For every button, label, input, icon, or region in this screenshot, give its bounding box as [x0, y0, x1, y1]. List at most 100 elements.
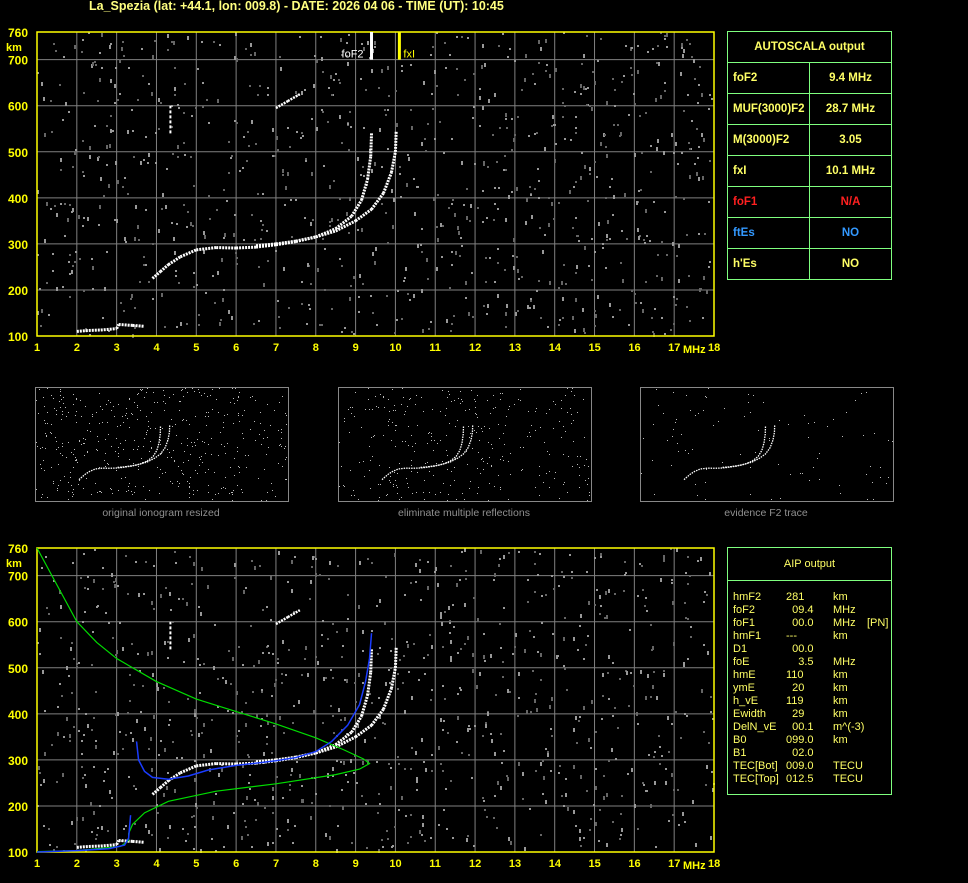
noise-dot — [188, 638, 190, 642]
noise-dot — [271, 752, 273, 754]
noise-dot — [705, 396, 706, 397]
noise-dot — [223, 422, 224, 423]
noise-dot — [495, 407, 496, 408]
noise-dot — [339, 115, 341, 119]
noise-dot — [411, 126, 413, 130]
noise-dot — [456, 741, 458, 743]
noise-dot — [421, 142, 423, 146]
noise-dot — [421, 834, 423, 836]
noise-dot — [214, 472, 215, 473]
noise-dot — [118, 453, 119, 454]
noise-dot — [345, 774, 347, 776]
noise-dot — [672, 436, 673, 437]
noise-dot — [40, 784, 42, 786]
noise-dot — [661, 277, 663, 281]
noise-dot — [113, 751, 115, 755]
noise-dot — [225, 488, 226, 489]
noise-dot — [101, 33, 103, 37]
noise-dot — [197, 439, 198, 440]
noise-dot — [92, 266, 94, 270]
noise-dot — [74, 843, 76, 845]
autoscala-value: N/A — [840, 196, 861, 208]
noise-dot — [352, 407, 353, 408]
noise-dot — [194, 442, 195, 443]
noise-dot — [808, 423, 809, 424]
noise-dot — [223, 237, 225, 239]
noise-dot — [56, 213, 58, 217]
noise-dot — [124, 177, 126, 179]
autoscala-key: foF2 — [728, 63, 810, 93]
noise-dot — [347, 781, 349, 783]
noise-dot — [581, 152, 583, 154]
x-trace-segment — [370, 192, 385, 211]
aip-row: hmE 110 km — [733, 669, 891, 682]
noise-dot — [253, 323, 255, 325]
noise-dot — [397, 487, 398, 488]
noise-dot — [639, 115, 641, 117]
noise-dot — [488, 99, 490, 103]
noise-dot — [339, 442, 340, 443]
noise-dot — [241, 836, 243, 840]
noise-dot — [699, 288, 701, 292]
noise-dot — [482, 221, 484, 223]
noise-dot — [527, 305, 529, 309]
noise-dot — [554, 478, 555, 479]
noise-dot — [118, 490, 119, 491]
noise-dot — [158, 98, 160, 102]
noise-dot — [696, 128, 698, 130]
noise-dot — [201, 732, 203, 734]
y-tick-label: 400 — [8, 708, 28, 722]
noise-dot — [68, 491, 69, 492]
noise-dot — [295, 91, 297, 93]
noise-dot — [580, 614, 582, 618]
noise-dot — [183, 462, 184, 463]
x-trace-segment — [393, 646, 398, 668]
x-tick-label: 16 — [628, 342, 640, 354]
noise-dot — [205, 292, 207, 294]
noise-dot — [274, 155, 276, 157]
noise-dot — [461, 36, 463, 38]
noise-dot — [128, 776, 130, 778]
noise-dot — [152, 298, 154, 300]
noise-dot — [71, 270, 73, 274]
noise-dot — [386, 495, 387, 496]
noise-dot — [615, 758, 617, 760]
y-tick-label: 760 — [8, 542, 28, 556]
noise-dot — [663, 558, 665, 562]
noise-dot — [258, 266, 260, 268]
noise-dot — [682, 812, 684, 816]
noise-dot — [41, 567, 43, 569]
noise-dot — [327, 121, 329, 123]
noise-dot — [172, 153, 174, 155]
noise-dot — [388, 95, 390, 97]
noise-dot — [363, 127, 365, 129]
noise-dot — [242, 803, 244, 805]
noise-dot — [819, 453, 820, 454]
noise-dot — [688, 142, 690, 144]
noise-dot — [393, 198, 395, 202]
noise-dot — [263, 283, 265, 287]
noise-dot — [539, 466, 540, 467]
noise-dot — [405, 815, 407, 817]
noise-dot — [135, 561, 137, 563]
noise-dot — [454, 213, 456, 217]
noise-dot — [534, 591, 536, 593]
noise-dot — [495, 694, 497, 696]
noise-dot — [85, 406, 86, 407]
thumbnail-caption: original ionogram resized — [102, 507, 220, 519]
aip-row: hmF2 281 km — [733, 591, 891, 604]
noise-dot — [119, 622, 121, 624]
noise-dot — [579, 487, 580, 488]
noise-dot — [91, 729, 93, 731]
noise-dot — [576, 265, 578, 269]
noise-dot — [660, 578, 662, 582]
noise-dot — [379, 803, 381, 805]
noise-dot — [637, 723, 639, 725]
noise-dot — [115, 67, 117, 69]
noise-dot — [347, 618, 349, 620]
noise-dot — [50, 432, 51, 433]
noise-dot — [487, 712, 489, 716]
noise-dot — [575, 716, 577, 720]
noise-dot — [95, 691, 97, 693]
noise-dot — [608, 760, 610, 762]
